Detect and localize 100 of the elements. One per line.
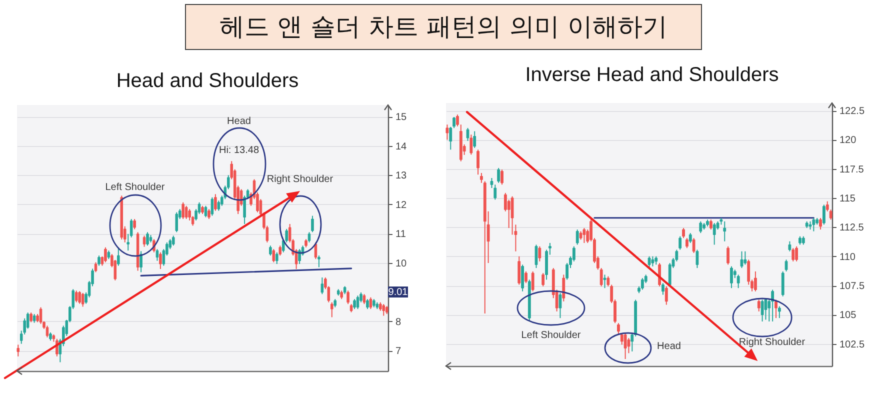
candlestick (276, 252, 278, 265)
candlestick (771, 289, 774, 322)
candlestick (204, 205, 208, 218)
y-tick-label: 7 (396, 346, 402, 358)
y-tick-label: 117.5 (840, 164, 864, 176)
candlestick (686, 238, 688, 249)
candlestick (369, 296, 372, 310)
candlestick (272, 248, 276, 263)
candlestick (311, 215, 314, 233)
candlestick (269, 245, 272, 256)
candlestick (104, 246, 107, 263)
candlestick (534, 244, 538, 269)
candlestick (473, 130, 476, 148)
candlestick (320, 276, 324, 295)
candlestick (620, 332, 624, 346)
candlestick (78, 290, 81, 304)
candlestick (760, 299, 764, 322)
y-tick-label: 14 (396, 141, 408, 152)
candlestick (576, 229, 579, 246)
candlestick (98, 255, 100, 266)
candlestick (778, 306, 781, 319)
y-tick-label: 15 (396, 112, 408, 124)
y-tick-label: 122.5 (840, 106, 865, 118)
annotation: Hi: 13.48 (218, 145, 260, 156)
candlestick (184, 205, 188, 220)
candlestick (346, 290, 350, 305)
candlestick (730, 266, 733, 289)
candlestick (214, 194, 217, 212)
candlestick (582, 228, 586, 244)
candlestick (662, 282, 664, 296)
candlestick (330, 302, 334, 318)
candlestick (538, 246, 542, 262)
y-tick-label: 13 (396, 170, 408, 182)
candlestick (497, 167, 500, 184)
candlestick (446, 124, 449, 140)
candlestick (682, 228, 685, 239)
candlestick (699, 220, 702, 234)
candlestick (366, 298, 369, 310)
candlestick (208, 208, 210, 220)
y-tick-label: 102.5 (840, 339, 865, 350)
candlestick (542, 272, 545, 287)
candlestick (298, 248, 301, 265)
candlestick (792, 248, 795, 262)
candlestick (651, 256, 654, 267)
y-tick-label: 120 (840, 135, 857, 146)
candlestick (356, 295, 360, 310)
candlestick (117, 246, 120, 266)
candlestick (74, 290, 78, 303)
candlestick (640, 278, 644, 290)
candlestick (382, 304, 386, 316)
candlestick (510, 196, 514, 236)
candlestick (627, 338, 630, 354)
candlestick (740, 250, 744, 269)
candlestick (531, 270, 534, 292)
candlestick (709, 219, 712, 230)
candlestick (678, 236, 682, 250)
candlestick (156, 248, 159, 262)
candlestick (617, 322, 620, 336)
candlestick (764, 298, 768, 320)
candlestick (524, 270, 528, 284)
candlestick (692, 238, 696, 254)
candlestick (94, 262, 98, 273)
candlestick (781, 270, 784, 297)
candlestick (46, 325, 49, 338)
annotation: Right Shoulder (738, 337, 806, 348)
candlestick (757, 299, 760, 312)
chart-title: Head and Shoulders (116, 70, 299, 92)
candlestick (819, 217, 822, 230)
candlestick (308, 232, 311, 243)
candlestick (210, 196, 214, 216)
candlestick (744, 250, 747, 266)
y-tick-label: 10 (396, 258, 408, 270)
candlestick (726, 246, 730, 266)
candlestick (146, 232, 149, 246)
candlestick (142, 235, 146, 248)
text: 헤드 앤 숄더 차트 패턴의 의미 이해하기 (220, 12, 668, 42)
annotation: Head (657, 341, 681, 352)
candlestick (353, 298, 356, 310)
candlestick (518, 256, 521, 286)
candlestick (822, 204, 826, 226)
y-tick-label: 107.5 (840, 281, 865, 292)
y-tick-label: 110 (840, 252, 856, 263)
candlestick (500, 169, 504, 186)
candlestick (466, 127, 470, 142)
candlestick (278, 245, 282, 256)
candlestick (476, 149, 480, 176)
candlestick (754, 270, 757, 292)
candlestick (558, 292, 562, 319)
candlestick (624, 332, 627, 360)
candlestick (603, 274, 606, 289)
candlestick (133, 218, 136, 230)
candlestick (788, 240, 792, 252)
candlestick (696, 249, 699, 269)
annotation: Left Shoulder (105, 182, 166, 193)
chart-title: Inverse Head and Shoulders (525, 64, 779, 86)
y-tick-label: 115 (840, 194, 856, 205)
annotation: Right Shoulder (266, 174, 334, 185)
candlestick (784, 259, 788, 272)
candlestick (182, 202, 184, 220)
y-tick-label: 12 (396, 200, 408, 211)
